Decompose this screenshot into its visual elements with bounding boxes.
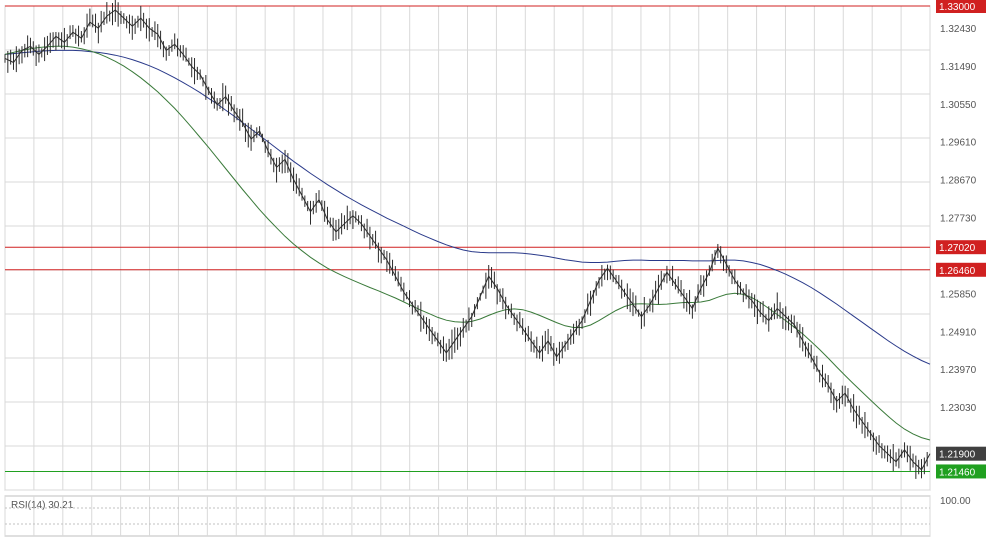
svg-text:1.33000: 1.33000 <box>939 2 976 13</box>
y-axis-tick: 1.30550 <box>940 100 977 111</box>
y-axis-tick: 1.29610 <box>940 138 977 149</box>
svg-text:1.21460: 1.21460 <box>939 467 976 478</box>
rsi-axis-tick: 100.00 <box>940 496 971 507</box>
y-axis-tick: 1.23970 <box>940 365 977 376</box>
svg-text:1.21900: 1.21900 <box>939 450 976 461</box>
y-axis-tick: 1.24910 <box>940 327 977 338</box>
chart-svg: 1.32430 1.31490 1.30550 1.29610 1.28670 1.277… <box>0 0 1001 538</box>
y-axis-tick: 1.31490 <box>940 62 977 73</box>
y-axis-tick: 1.23030 <box>940 403 977 414</box>
svg-text:1.27020: 1.27020 <box>939 243 976 254</box>
svg-text:1.26460: 1.26460 <box>939 266 976 277</box>
forex-chart: 1.32430 1.31490 1.30550 1.29610 1.28670 1.277… <box>0 0 1001 538</box>
y-axis-tick: 1.32430 <box>940 24 977 35</box>
y-axis-tick: 1.28670 <box>940 176 977 187</box>
rsi-label: RSI(14) 30.21 <box>11 500 74 511</box>
y-axis-tick: 1.27730 <box>940 214 977 225</box>
y-axis-tick: 1.25850 <box>940 289 977 300</box>
